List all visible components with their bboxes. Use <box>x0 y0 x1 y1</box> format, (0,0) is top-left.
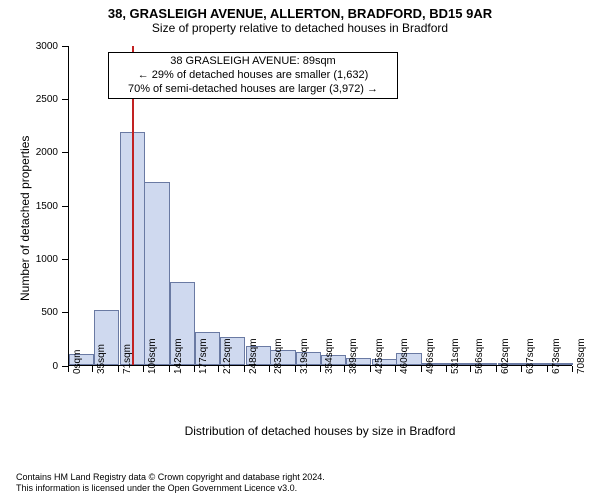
x-tick-mark <box>344 366 345 372</box>
x-tick-label: 71sqm <box>122 344 133 374</box>
x-tick: 637sqm <box>521 366 522 372</box>
y-tick-mark <box>62 152 68 153</box>
x-tick-label: 283sqm <box>273 338 284 374</box>
x-tick-label: 389sqm <box>348 338 359 374</box>
x-tick: 460sqm <box>395 366 396 372</box>
x-tick-label: 602sqm <box>500 338 511 374</box>
x-tick: 106sqm <box>143 366 144 372</box>
x-tick-mark <box>295 366 296 372</box>
y-axis-label: Number of detached properties <box>18 136 32 301</box>
x-tick-mark <box>395 366 396 372</box>
x-tick-label: 460sqm <box>399 338 410 374</box>
x-tick-label: 319sqm <box>299 338 310 374</box>
x-tick-label: 354sqm <box>324 338 335 374</box>
x-tick-mark <box>118 366 119 372</box>
page-subtitle: Size of property relative to detached ho… <box>0 21 600 35</box>
x-tick-mark <box>92 366 93 372</box>
x-tick-mark <box>370 366 371 372</box>
x-tick: 0sqm <box>68 366 69 372</box>
y-tick: 1500 <box>28 199 68 213</box>
y-tick-label: 0 <box>28 361 62 372</box>
x-axis-label: Distribution of detached houses by size … <box>68 424 572 438</box>
x-tick-mark <box>421 366 422 372</box>
x-tick-mark <box>169 366 170 372</box>
x-tick: 177sqm <box>194 366 195 372</box>
x-tick-label: 0sqm <box>72 350 83 374</box>
x-tick-mark <box>547 366 548 372</box>
x-tick: 283sqm <box>269 366 270 372</box>
x-tick: 142sqm <box>169 366 170 372</box>
x-tick-label: 531sqm <box>450 338 461 374</box>
footer-attribution: Contains HM Land Registry data © Crown c… <box>16 472 325 494</box>
x-tick-mark <box>68 366 69 372</box>
x-tick-mark <box>194 366 195 372</box>
x-tick-mark <box>496 366 497 372</box>
annotation-box: 38 GRASLEIGH AVENUE: 89sqm ← 29% of deta… <box>108 52 398 99</box>
annotation-line: 38 GRASLEIGH AVENUE: 89sqm <box>115 55 391 69</box>
y-tick-mark <box>62 259 68 260</box>
x-tick: 531sqm <box>446 366 447 372</box>
annotation-line: ← 29% of detached houses are smaller (1,… <box>115 69 391 83</box>
y-tick-label: 2000 <box>28 147 62 158</box>
x-tick: 425sqm <box>370 366 371 372</box>
x-tick-label: 142sqm <box>173 338 184 374</box>
y-tick: 3000 <box>28 39 68 53</box>
x-tick: 673sqm <box>547 366 548 372</box>
y-tick-label: 500 <box>28 307 62 318</box>
x-tick-label: 212sqm <box>222 338 233 374</box>
x-tick: 389sqm <box>344 366 345 372</box>
x-tick-mark <box>521 366 522 372</box>
y-tick: 500 <box>28 306 68 320</box>
x-tick-mark <box>572 366 573 372</box>
y-tick: 0 <box>28 359 68 373</box>
x-tick-label: 637sqm <box>525 338 536 374</box>
x-tick: 212sqm <box>218 366 219 372</box>
page-title: 38, GRASLEIGH AVENUE, ALLERTON, BRADFORD… <box>0 0 600 21</box>
x-tick-mark <box>218 366 219 372</box>
x-tick-label: 35sqm <box>96 344 107 374</box>
x-tick: 35sqm <box>92 366 93 372</box>
y-tick-label: 1000 <box>28 254 62 265</box>
x-tick: 319sqm <box>295 366 296 372</box>
y-tick-mark <box>62 312 68 313</box>
x-tick-mark <box>470 366 471 372</box>
x-tick-label: 425sqm <box>374 338 385 374</box>
y-tick-mark <box>62 46 68 47</box>
x-tick: 496sqm <box>421 366 422 372</box>
x-tick: 566sqm <box>470 366 471 372</box>
x-tick-label: 106sqm <box>147 338 158 374</box>
annotation-line: 70% of semi-detached houses are larger (… <box>115 83 391 97</box>
x-tick: 71sqm <box>118 366 119 372</box>
x-tick-label: 673sqm <box>551 338 562 374</box>
y-tick-mark <box>62 206 68 207</box>
x-tick-mark <box>143 366 144 372</box>
y-tick-label: 1500 <box>28 201 62 212</box>
x-tick: 354sqm <box>320 366 321 372</box>
x-tick: 708sqm <box>572 366 573 372</box>
footer-line: This information is licensed under the O… <box>16 483 325 494</box>
x-tick: 602sqm <box>496 366 497 372</box>
y-tick: 2000 <box>28 146 68 160</box>
x-tick-label: 496sqm <box>425 338 436 374</box>
x-tick-mark <box>244 366 245 372</box>
footer-line: Contains HM Land Registry data © Crown c… <box>16 472 325 483</box>
x-tick-label: 177sqm <box>198 338 209 374</box>
x-tick-mark <box>320 366 321 372</box>
x-tick-mark <box>269 366 270 372</box>
y-tick: 2500 <box>28 92 68 106</box>
x-tick-label: 566sqm <box>474 338 485 374</box>
x-tick: 248sqm <box>244 366 245 372</box>
x-tick-label: 708sqm <box>576 338 587 374</box>
y-tick-label: 3000 <box>28 41 62 52</box>
y-tick: 1000 <box>28 252 68 266</box>
figure-container: 38, GRASLEIGH AVENUE, ALLERTON, BRADFORD… <box>0 0 600 500</box>
y-tick-label: 2500 <box>28 94 62 105</box>
y-tick-mark <box>62 99 68 100</box>
x-tick-mark <box>446 366 447 372</box>
x-tick-label: 248sqm <box>248 338 259 374</box>
